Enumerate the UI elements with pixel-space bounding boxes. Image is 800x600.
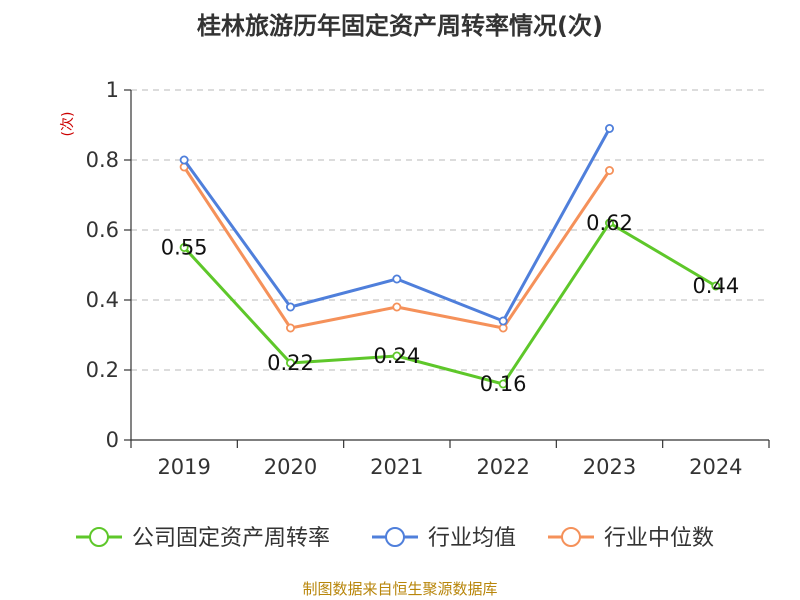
point-2-2020 [285,323,295,333]
y-tick-label-3: 0.6 [86,218,119,242]
y-tick-label-5: 1 [106,78,119,102]
point-0-2021 [392,351,402,361]
x-tick-label-2019: 2019 [157,455,210,479]
y-tick-label-4: 0.8 [86,148,119,172]
x-tick-label-2023: 2023 [583,455,636,479]
point-0-2023 [605,218,615,228]
y-axis-label: (次) [60,112,76,137]
source-note: 制图数据来自恒生聚源数据库 [302,580,498,598]
y-tick-label-0: 0 [106,428,119,452]
y-tick-label-1: 0.2 [86,358,119,382]
series-layer [179,124,721,389]
legend-label-2: 行业中位数 [604,526,714,551]
data-label-2019: 0.55 [161,236,208,260]
legend-swatch-marker-2 [561,527,581,547]
data-label-2023: 0.62 [586,211,633,235]
data-label-2020: 0.22 [267,351,314,375]
legend-label-0: 公司固定资产周转率 [132,526,330,551]
point-1-2022 [498,316,508,326]
point-0-2019 [179,242,189,252]
point-2-2021 [392,302,402,312]
series-0 [179,218,721,389]
x-tick-label-2021: 2021 [370,455,423,479]
legend-item-1: 行业均值 [372,526,516,551]
data-label-2022: 0.16 [480,372,527,396]
point-0-2020 [285,358,295,368]
x-tick-label-2024: 2024 [689,455,742,479]
data-labels: 0.55 0.22 0.24 0.16 0.62 0.44 [161,211,739,396]
legend-label-1: 行业均值 [428,526,516,551]
point-1-2020 [285,302,295,312]
series-line-1 [182,127,611,323]
series-2 [179,162,615,333]
point-0-2022 [498,379,508,389]
legend-swatch-marker-0 [89,527,109,547]
point-0-2024 [711,281,721,291]
axes [124,89,770,448]
point-1-2021 [392,274,402,284]
point-1-2023 [605,124,615,134]
point-2-2023 [605,165,615,175]
legend: 公司固定资产周转率 行业均值 行业中位数 [76,526,714,551]
legend-item-2: 行业中位数 [548,526,714,551]
y-tick-labels: 0 0.2 0.4 0.6 0.8 1 [86,78,119,452]
data-label-2021: 0.24 [373,344,420,368]
legend-swatch-marker-1 [385,527,405,547]
series-1 [179,124,615,326]
y-tick-label-2: 0.4 [86,288,119,312]
point-1-2019 [179,155,189,165]
x-tick-label-2020: 2020 [264,455,317,479]
chart-title: 桂林旅游历年固定资产周转率情况(次) [197,12,603,40]
legend-item-0: 公司固定资产周转率 [76,526,330,551]
x-tick-label-2022: 2022 [476,455,529,479]
data-label-2024: 0.44 [692,274,739,298]
x-tick-labels: 2019 2020 2021 2022 2023 2024 [157,455,742,479]
series-line-0 [183,221,717,386]
